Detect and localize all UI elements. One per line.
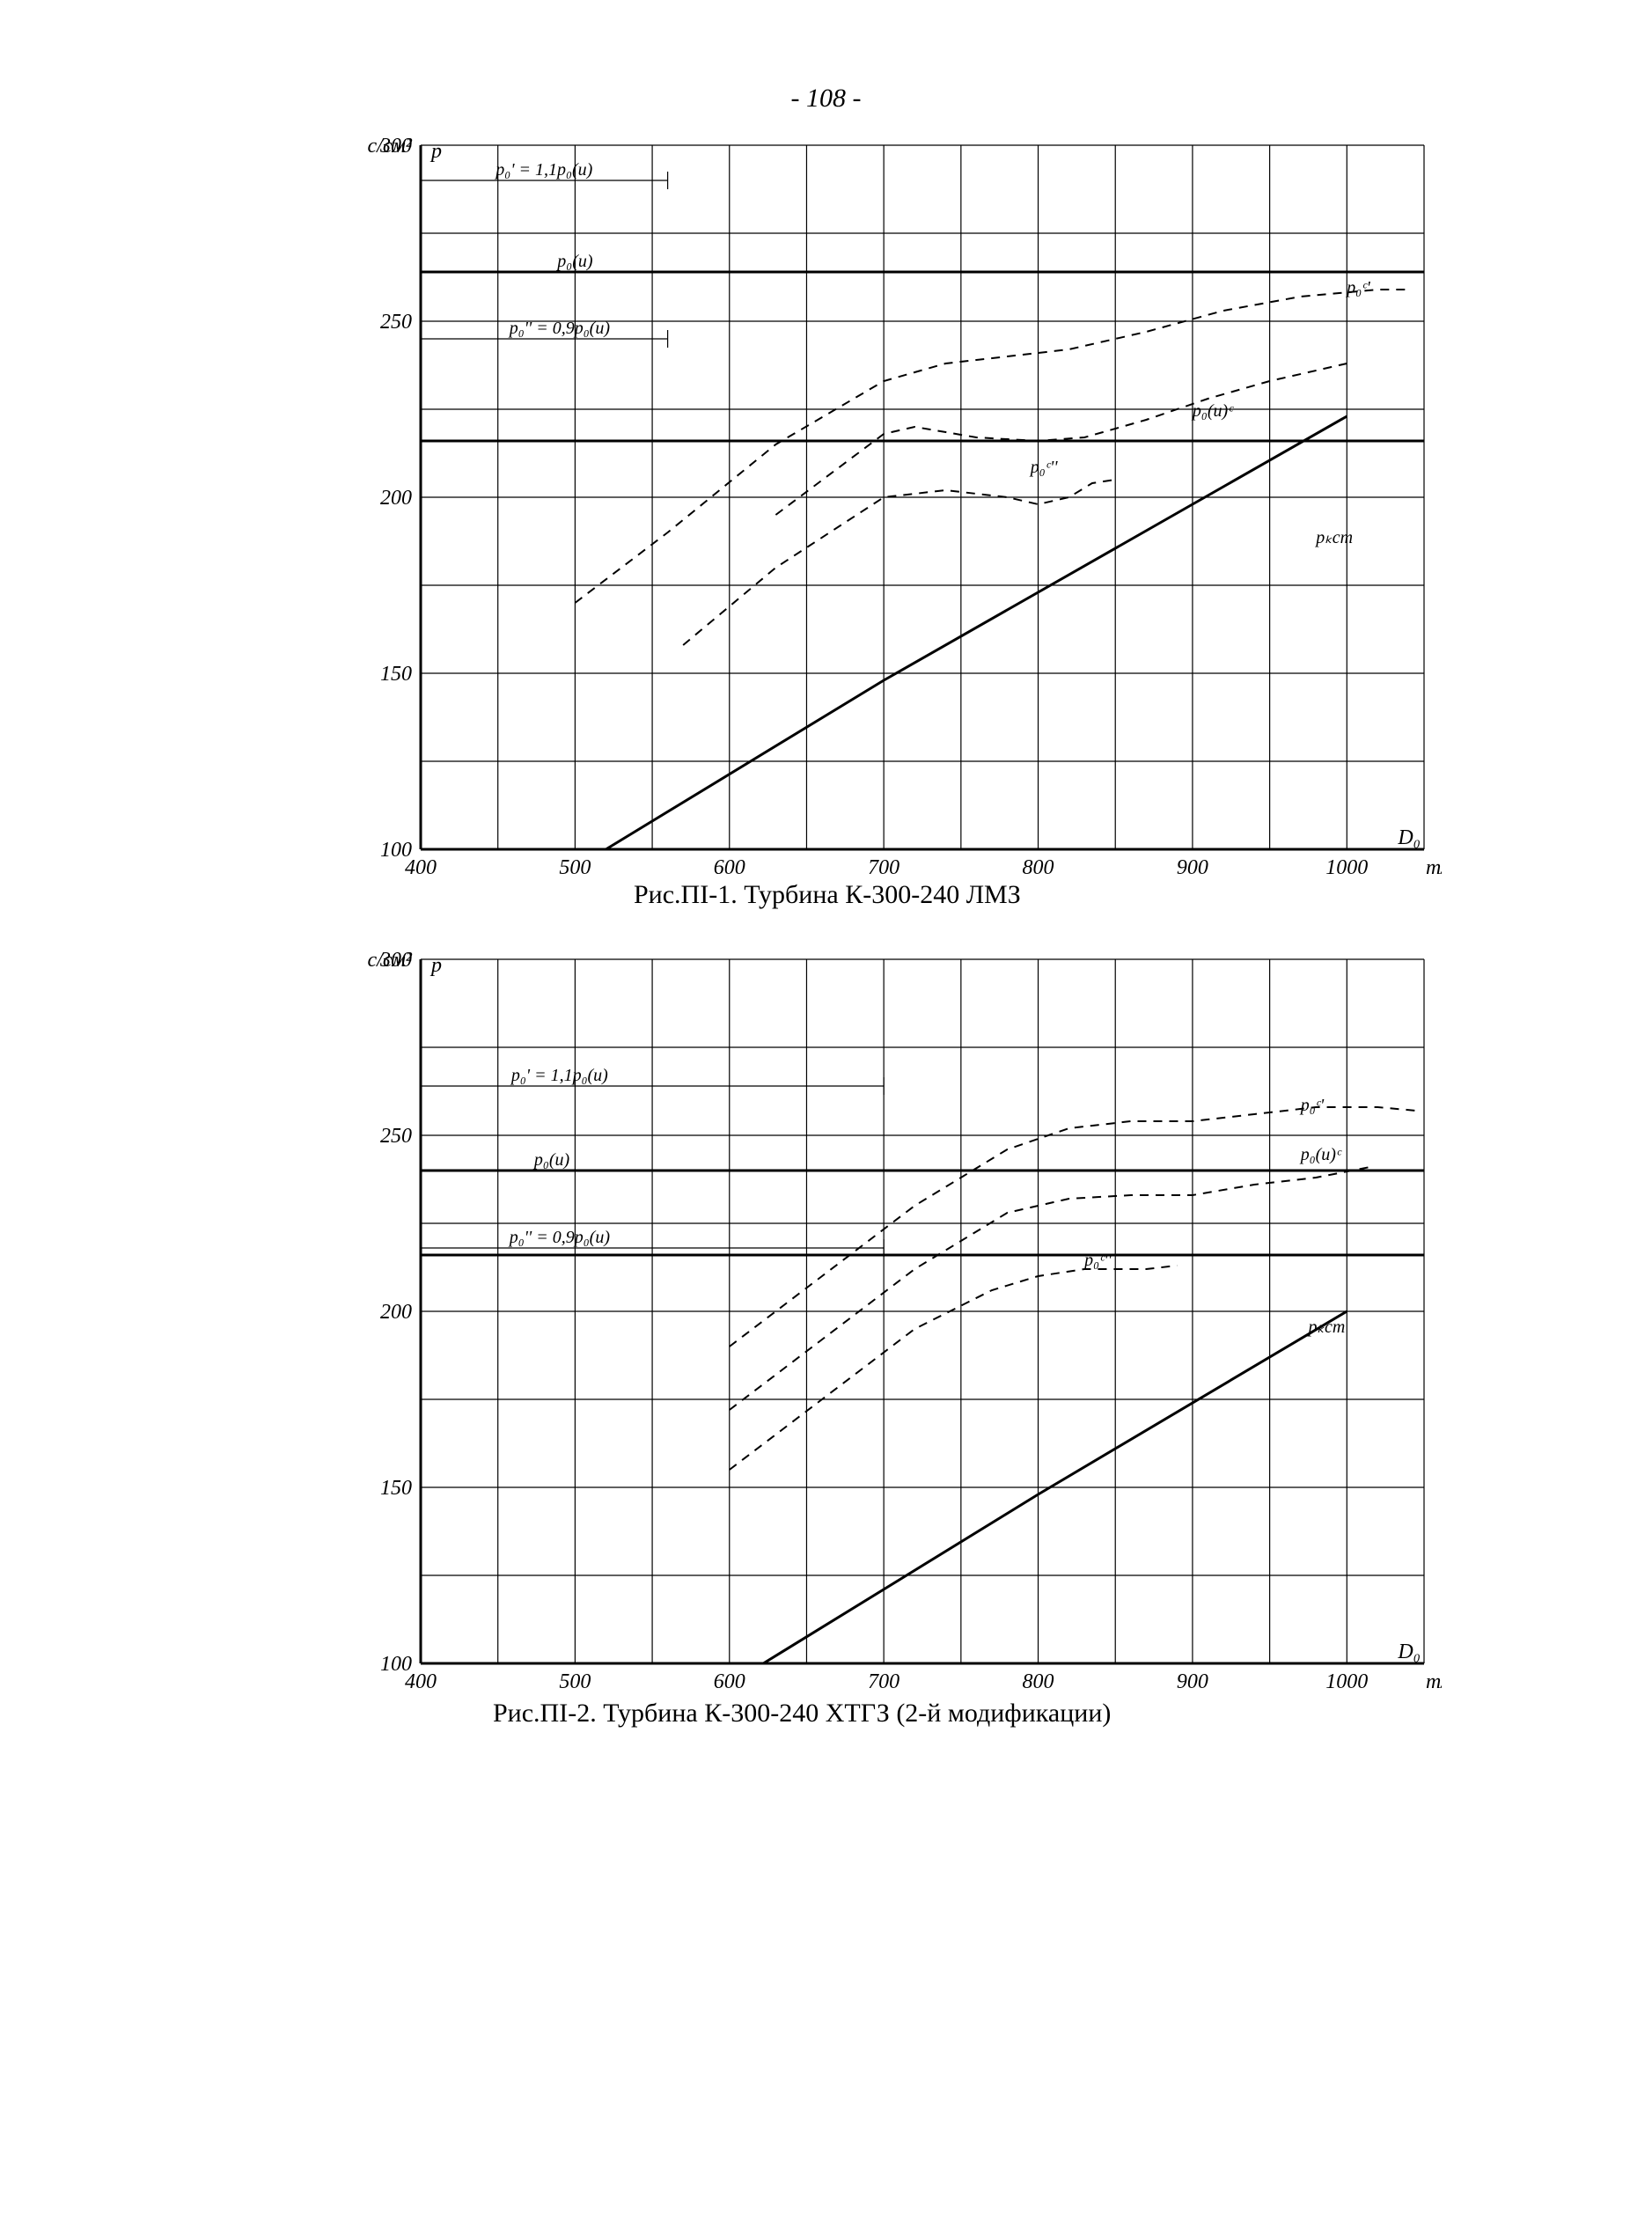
svg-text:150: 150: [380, 663, 412, 686]
svg-text:D₀: D₀: [1397, 826, 1421, 849]
svg-text:100: 100: [380, 1653, 412, 1676]
svg-text:т/ч: т/ч: [1426, 1670, 1442, 1693]
svg-text:250: 250: [380, 1125, 412, 1148]
svg-text:500: 500: [559, 1670, 591, 1693]
svg-text:250: 250: [380, 311, 412, 334]
svg-text:700: 700: [868, 856, 899, 879]
svg-text:pₖст: pₖст: [1314, 528, 1353, 547]
svg-text:600: 600: [714, 856, 745, 879]
page-number: - 108 -: [791, 84, 862, 114]
svg-text:кгс/см²: кгс/см²: [368, 949, 413, 972]
svg-text:pₖст: pₖст: [1306, 1318, 1345, 1337]
svg-text:кгс/см²: кгс/см²: [368, 135, 413, 158]
svg-text:p₀(и)ᶜ: p₀(и)ᶜ: [1191, 401, 1234, 421]
svg-text:800: 800: [1023, 856, 1054, 879]
svg-text:150: 150: [380, 1477, 412, 1500]
svg-text:p₀ᶜ'': p₀ᶜ'': [1029, 458, 1058, 477]
svg-text:D₀: D₀: [1397, 1640, 1421, 1663]
svg-text:800: 800: [1023, 1670, 1054, 1693]
chart-2-caption: Рис.ПI-2. Турбина К-300-240 ХТГЗ (2-й мо…: [493, 1699, 1111, 1729]
chart-1-caption: Рис.ПI-1. Турбина К-300-240 ЛМЗ: [634, 880, 1021, 910]
svg-text:p₀'' = 0,9p₀(и): p₀'' = 0,9p₀(и): [508, 1228, 611, 1247]
document-page: - 108 - 40050060070080090010001001502002…: [0, 0, 1652, 2224]
chart-1: 4005006007008009001000100150200250300кгс…: [368, 119, 1442, 889]
svg-text:p₀'' = 0,9p₀(и): p₀'' = 0,9p₀(и): [508, 319, 611, 338]
chart-2-svg: 4005006007008009001000100150200250300кгс…: [368, 933, 1442, 1699]
svg-text:100: 100: [380, 839, 412, 862]
svg-text:p: p: [430, 140, 442, 163]
svg-text:1000: 1000: [1325, 1670, 1368, 1693]
svg-text:т/ч: т/ч: [1426, 856, 1442, 879]
svg-text:1000: 1000: [1325, 856, 1368, 879]
svg-text:500: 500: [559, 856, 591, 879]
svg-text:900: 900: [1177, 856, 1208, 879]
svg-text:p₀(и): p₀(и): [555, 252, 593, 271]
chart-1-svg: 4005006007008009001000100150200250300кгс…: [368, 119, 1442, 884]
svg-text:p₀' = 1,1p₀(и): p₀' = 1,1p₀(и): [494, 160, 592, 180]
svg-text:p: p: [430, 954, 442, 977]
svg-text:200: 200: [380, 1301, 412, 1324]
svg-text:p₀(и): p₀(и): [532, 1150, 570, 1170]
svg-text:p₀(и)ᶜ: p₀(и)ᶜ: [1299, 1145, 1342, 1164]
chart-2: 4005006007008009001000100150200250300кгс…: [368, 933, 1442, 1703]
svg-text:700: 700: [868, 1670, 899, 1693]
svg-text:p₀ᶜ': p₀ᶜ': [1299, 1096, 1325, 1115]
svg-text:p₀ᶜ'': p₀ᶜ'': [1083, 1251, 1112, 1270]
svg-text:p₀ᶜ': p₀ᶜ': [1345, 278, 1370, 297]
svg-text:200: 200: [380, 487, 412, 510]
svg-text:p₀' = 1,1p₀(и): p₀' = 1,1p₀(и): [510, 1066, 608, 1085]
svg-text:600: 600: [714, 1670, 745, 1693]
svg-text:900: 900: [1177, 1670, 1208, 1693]
